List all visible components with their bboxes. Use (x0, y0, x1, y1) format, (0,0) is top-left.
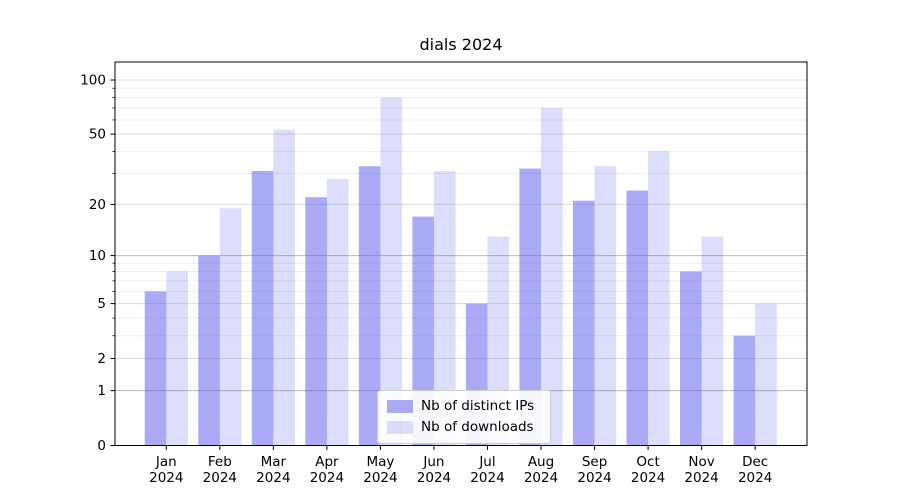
legend-item-distinct-ips: Nb of distinct IPs (387, 398, 534, 414)
y-tick-label-50: 50 (89, 127, 106, 143)
x-tick-label-aug: Aug (528, 454, 554, 470)
x-tick-year-label-mar: 2024 (256, 470, 290, 486)
bar-nb-of-downloads-oct (648, 151, 670, 446)
bar-nb-of-downloads-sep (594, 166, 617, 446)
legend-item-downloads: Nb of downloads (387, 419, 534, 435)
plot-border (114, 61, 808, 446)
x-tick-year-label-aug: 2024 (524, 470, 558, 486)
x-tick-year-label-jul: 2024 (470, 470, 504, 486)
bar-nb-of-distinct-ips-oct (626, 190, 649, 446)
bar-nb-of-downloads-jun (433, 171, 456, 446)
x-tick-year-label-oct: 2024 (631, 470, 665, 486)
legend-swatch-downloads-icon (387, 420, 413, 434)
bar-nb-of-distinct-ips-mar (251, 171, 274, 446)
bar-nb-of-distinct-ips-nov (680, 271, 702, 446)
x-tick-label-jul: Jul (478, 454, 495, 470)
y-tick-label-5: 5 (97, 296, 106, 312)
x-tick-year-label-may: 2024 (363, 470, 397, 486)
bar-nb-of-downloads-jan (166, 271, 188, 446)
chart-title: dials 2024 (419, 35, 503, 54)
bar-nb-of-downloads-may (380, 97, 403, 446)
x-tick-year-label-jun: 2024 (417, 470, 451, 486)
x-tick-label-jan: Jan (155, 454, 177, 470)
x-tick-year-label-feb: 2024 (203, 470, 237, 486)
legend: Nb of distinct IPs Nb of downloads (377, 390, 552, 444)
y-tick-label-10: 10 (89, 248, 106, 264)
x-tick-year-label-sep: 2024 (577, 470, 611, 486)
bar-nb-of-distinct-ips-jun (412, 216, 434, 446)
bar-nb-of-downloads-apr (326, 178, 349, 446)
x-tick-label-sep: Sep (582, 454, 607, 470)
bar-nb-of-downloads-mar (273, 129, 295, 446)
y-tick-label-20: 20 (89, 197, 106, 213)
bar-nb-of-distinct-ips-apr (305, 197, 327, 446)
y-tick-label-2: 2 (97, 351, 106, 367)
y-tick-label-100: 100 (80, 73, 106, 89)
legend-label-distinct-ips: Nb of distinct IPs (421, 398, 535, 414)
bar-nb-of-distinct-ips-aug (519, 168, 542, 446)
y-tick-label-0: 0 (97, 438, 106, 454)
bar-nb-of-distinct-ips-may (358, 166, 381, 446)
x-tick-year-label-dec: 2024 (738, 470, 772, 486)
y-tick-label-1: 1 (97, 383, 106, 399)
x-tick-label-may: May (366, 454, 394, 470)
bar-nb-of-downloads-aug (541, 107, 563, 446)
x-tick-label-apr: Apr (315, 454, 339, 470)
legend-swatch-distinct-ips-icon (387, 399, 413, 413)
x-tick-label-mar: Mar (261, 454, 287, 470)
bar-nb-of-distinct-ips-jan (144, 291, 167, 446)
x-tick-year-label-apr: 2024 (310, 470, 344, 486)
x-tick-year-label-jan: 2024 (149, 470, 183, 486)
x-tick-label-jun: Jun (422, 454, 444, 470)
bar-nb-of-distinct-ips-feb (198, 255, 220, 446)
legend-label-downloads: Nb of downloads (421, 419, 534, 435)
bar-nb-of-downloads-feb (219, 208, 242, 446)
bar-nb-of-distinct-ips-dec (733, 335, 756, 446)
bar-nb-of-downloads-dec (755, 303, 777, 446)
x-tick-year-label-nov: 2024 (684, 470, 718, 486)
bar-nb-of-distinct-ips-sep (572, 200, 595, 446)
x-tick-label-oct: Oct (636, 454, 659, 470)
bar-nb-of-downloads-nov (701, 236, 724, 446)
x-tick-label-feb: Feb (208, 454, 232, 470)
x-tick-label-nov: Nov (688, 454, 714, 470)
x-tick-label-dec: Dec (742, 454, 768, 470)
